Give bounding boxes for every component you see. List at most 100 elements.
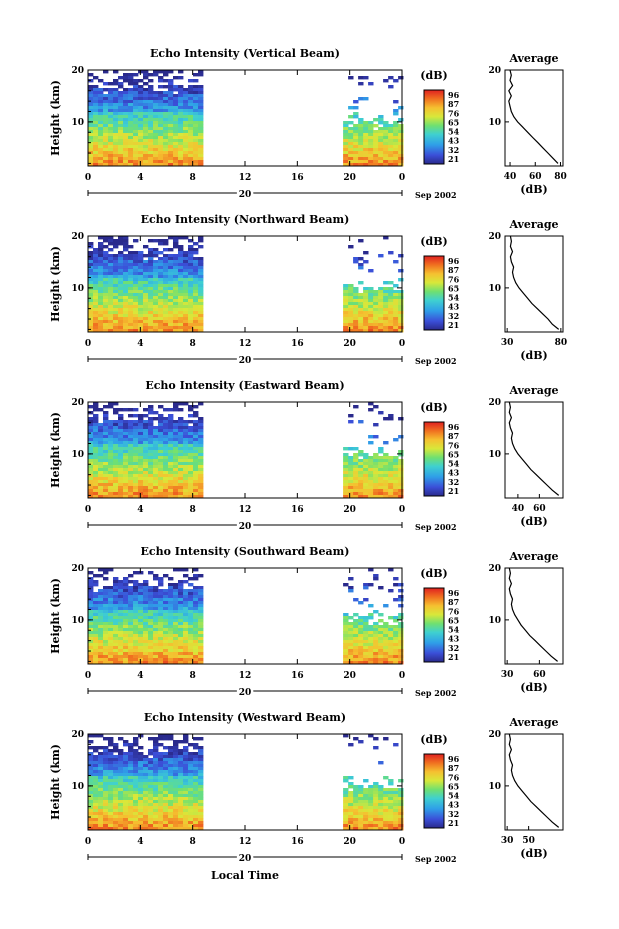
colorbar-tick-label: 54 xyxy=(448,625,460,635)
average-y-tick-label: 20 xyxy=(488,232,501,242)
average-x-tick-label: 50 xyxy=(522,836,535,846)
colorbar-tick-label: 96 xyxy=(448,256,460,266)
average-title: Average xyxy=(508,550,558,563)
y-tick-label: 20 xyxy=(71,232,84,242)
y-tick-label: 10 xyxy=(71,118,84,128)
colorbar-tick-label: 43 xyxy=(448,136,460,146)
x-tick-label: 16 xyxy=(291,505,304,515)
day-label: 20 xyxy=(239,522,252,532)
x-tick-label: 0 xyxy=(399,339,405,349)
average-x-tick-label: 30 xyxy=(501,836,514,846)
panel-5: Echo Intensity (Westward Beam) 10 20 Height… xyxy=(49,711,564,867)
x-tick-label: 12 xyxy=(239,339,252,349)
average-x-tick-label: 30 xyxy=(501,338,514,348)
y-tick-label: 10 xyxy=(71,782,84,792)
colorbar-tick-label: 65 xyxy=(448,117,459,127)
colorbar-tick-label: 21 xyxy=(448,652,459,662)
colorbar-tick-label: 54 xyxy=(448,127,460,137)
average-y-tick-label: 20 xyxy=(488,564,501,574)
x-tick-label: 4 xyxy=(137,173,143,183)
average-y-tick-label: 10 xyxy=(488,616,501,626)
colorbar-tick-label: 76 xyxy=(448,274,460,284)
average-x-tick-label: 80 xyxy=(554,172,567,182)
average-profile-line xyxy=(508,401,560,496)
x-tick-label: 4 xyxy=(137,671,143,681)
x-tick-label: 0 xyxy=(85,837,91,847)
x-tick-label: 12 xyxy=(239,671,252,681)
colorbar-tick-label: 65 xyxy=(448,283,459,293)
colorbar-tick-label: 32 xyxy=(448,311,459,321)
x-tick-label: 20 xyxy=(343,837,356,847)
x-tick-label: 8 xyxy=(190,837,196,847)
average-y-tick-label: 10 xyxy=(488,284,501,294)
y-tick-label: 20 xyxy=(71,564,84,574)
x-tick-label: 20 xyxy=(343,671,356,681)
x-tick-label: 0 xyxy=(399,173,405,183)
colorbar xyxy=(423,421,445,497)
colorbar-tick-label: 43 xyxy=(448,302,460,312)
y-axis-label: Height (km) xyxy=(49,578,62,654)
day-label: 20 xyxy=(239,688,252,698)
colorbar-tick-label: 54 xyxy=(448,293,460,303)
x-tick-label: 20 xyxy=(343,505,356,515)
date-label: Sep 2002 xyxy=(415,688,457,698)
colorbar-tick-label: 32 xyxy=(448,145,459,155)
x-tick-label: 4 xyxy=(137,505,143,515)
y-tick-label: 10 xyxy=(71,284,84,294)
colorbar-tick-label: 65 xyxy=(448,781,459,791)
average-x-tick-label: 40 xyxy=(504,172,517,182)
panel-title: Echo Intensity (Westward Beam) xyxy=(144,711,346,724)
x-tick-label: 16 xyxy=(291,837,304,847)
panel-1: Echo Intensity (Vertical Beam) 10 20 Height… xyxy=(49,47,567,203)
colorbar-tick-label: 21 xyxy=(448,320,459,330)
colorbar-tick-label: 21 xyxy=(448,154,459,164)
panel-title: Echo Intensity (Eastward Beam) xyxy=(145,379,344,392)
y-tick-label: 20 xyxy=(71,66,84,76)
colorbar-tick-label: 87 xyxy=(448,431,459,441)
colorbar-tick-label: 87 xyxy=(448,265,459,275)
date-label: Sep 2002 xyxy=(415,522,457,532)
x-tick-label: 16 xyxy=(291,173,304,183)
panel-title: Echo Intensity (Northward Beam) xyxy=(141,213,350,226)
colorbar-label: (dB) xyxy=(420,235,447,248)
x-tick-label: 0 xyxy=(85,671,91,681)
colorbar-tick-label: 96 xyxy=(448,422,460,432)
x-tick-label: 12 xyxy=(239,505,252,515)
panel-2: Echo Intensity (Northward Beam) 10 20 Heigh… xyxy=(49,213,568,369)
heatmap-image xyxy=(88,70,404,167)
colorbar-tick-label: 87 xyxy=(448,99,459,109)
colorbar-tick-label: 21 xyxy=(448,818,459,828)
colorbar-tick-label: 65 xyxy=(448,449,459,459)
panel-3: Echo Intensity (Eastward Beam) 10 20 Height… xyxy=(49,379,564,535)
day-label: 20 xyxy=(239,854,252,864)
x-tick-label: 0 xyxy=(399,505,405,515)
average-y-tick-label: 10 xyxy=(488,450,501,460)
x-tick-label: 4 xyxy=(137,339,143,349)
average-y-tick-label: 20 xyxy=(488,398,501,408)
average-x-label: (dB) xyxy=(520,349,547,362)
colorbar-tick-label: 43 xyxy=(448,468,460,478)
heatmap-image xyxy=(88,734,404,831)
x-axis-label: Local Time xyxy=(211,869,279,882)
y-tick-label: 10 xyxy=(71,616,84,626)
date-label: Sep 2002 xyxy=(415,190,457,200)
colorbar-tick-label: 87 xyxy=(448,763,459,773)
x-tick-label: 20 xyxy=(343,173,356,183)
average-title: Average xyxy=(508,384,558,397)
date-label: Sep 2002 xyxy=(415,356,457,366)
average-title: Average xyxy=(508,716,558,729)
average-y-tick-label: 10 xyxy=(488,782,501,792)
y-tick-label: 10 xyxy=(71,450,84,460)
average-profile-line xyxy=(508,69,559,164)
average-x-tick-label: 40 xyxy=(512,504,525,514)
y-axis-label: Height (km) xyxy=(49,412,62,488)
x-tick-label: 16 xyxy=(291,339,304,349)
x-tick-label: 8 xyxy=(190,505,196,515)
average-x-label: (dB) xyxy=(520,183,547,196)
average-x-tick-label: 60 xyxy=(533,670,546,680)
heatmap-image xyxy=(88,402,404,499)
average-x-tick-label: 80 xyxy=(555,338,568,348)
average-frame xyxy=(504,401,564,499)
colorbar-label: (dB) xyxy=(420,401,447,414)
average-y-tick-label: 10 xyxy=(488,118,501,128)
